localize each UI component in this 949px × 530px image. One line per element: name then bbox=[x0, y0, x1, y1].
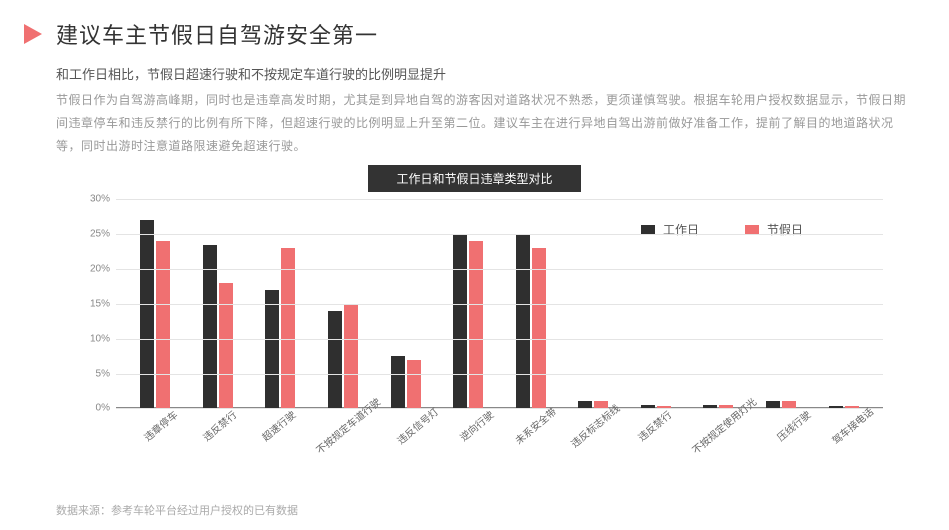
x-tick-label: 驾车接电话 bbox=[825, 401, 901, 476]
bar bbox=[782, 401, 796, 408]
chart-title: 工作日和节假日违章类型对比 bbox=[368, 165, 580, 192]
grid-line bbox=[116, 339, 883, 340]
bar bbox=[453, 234, 467, 408]
page-title: 建议车主节假日自驾游安全第一 bbox=[56, 18, 378, 50]
bar bbox=[140, 220, 154, 408]
grid-line bbox=[116, 304, 883, 305]
grid-line bbox=[116, 234, 883, 235]
bar bbox=[156, 241, 170, 408]
grid-line bbox=[116, 374, 883, 375]
x-tick-label: 超速行驶 bbox=[251, 401, 327, 476]
chart-plot-area: 0%5%10%15%20%25%30% bbox=[116, 198, 883, 408]
y-tick-label: 30% bbox=[76, 194, 110, 205]
x-tick-label: 违反禁行 bbox=[627, 401, 703, 476]
bar bbox=[265, 290, 279, 408]
data-source-footer: 数据来源：参考车轮平台经过用户授权的已有数据 bbox=[56, 502, 298, 518]
bar bbox=[766, 401, 780, 408]
y-tick-label: 10% bbox=[76, 333, 110, 344]
y-tick-label: 0% bbox=[76, 403, 110, 414]
grid-line bbox=[116, 199, 883, 200]
header: 建议车主节假日自驾游安全第一 bbox=[0, 0, 949, 50]
y-tick-label: 15% bbox=[76, 298, 110, 309]
x-axis-labels: 违章停车违反禁行超速行驶不按规定车道行驶违反信号灯逆向行驶未系安全带违反标志标线… bbox=[116, 408, 883, 456]
bar bbox=[532, 248, 546, 408]
subtitle: 和工作日相比，节假日超速行驶和不按规定车道行驶的比例明显提升 bbox=[56, 64, 949, 83]
chart-container: 工作日和节假日违章类型对比 工作日 节假日 0%5%10%15%20%25%30… bbox=[56, 165, 893, 456]
bar bbox=[219, 283, 233, 408]
y-tick-label: 5% bbox=[76, 368, 110, 379]
bar bbox=[281, 248, 295, 408]
bar bbox=[391, 356, 405, 408]
bar bbox=[516, 234, 530, 408]
bar bbox=[578, 401, 592, 408]
bar bbox=[328, 311, 342, 409]
grid-line bbox=[116, 269, 883, 270]
bar bbox=[469, 241, 483, 408]
body-paragraph: 节假日作为自驾游高峰期，同时也是违章高发时期，尤其是到异地自驾的游客因对道路状况… bbox=[56, 89, 913, 157]
y-tick-label: 25% bbox=[76, 229, 110, 240]
y-tick-label: 20% bbox=[76, 264, 110, 275]
bar bbox=[407, 360, 421, 409]
bar bbox=[344, 304, 358, 409]
arrow-icon bbox=[24, 24, 42, 44]
